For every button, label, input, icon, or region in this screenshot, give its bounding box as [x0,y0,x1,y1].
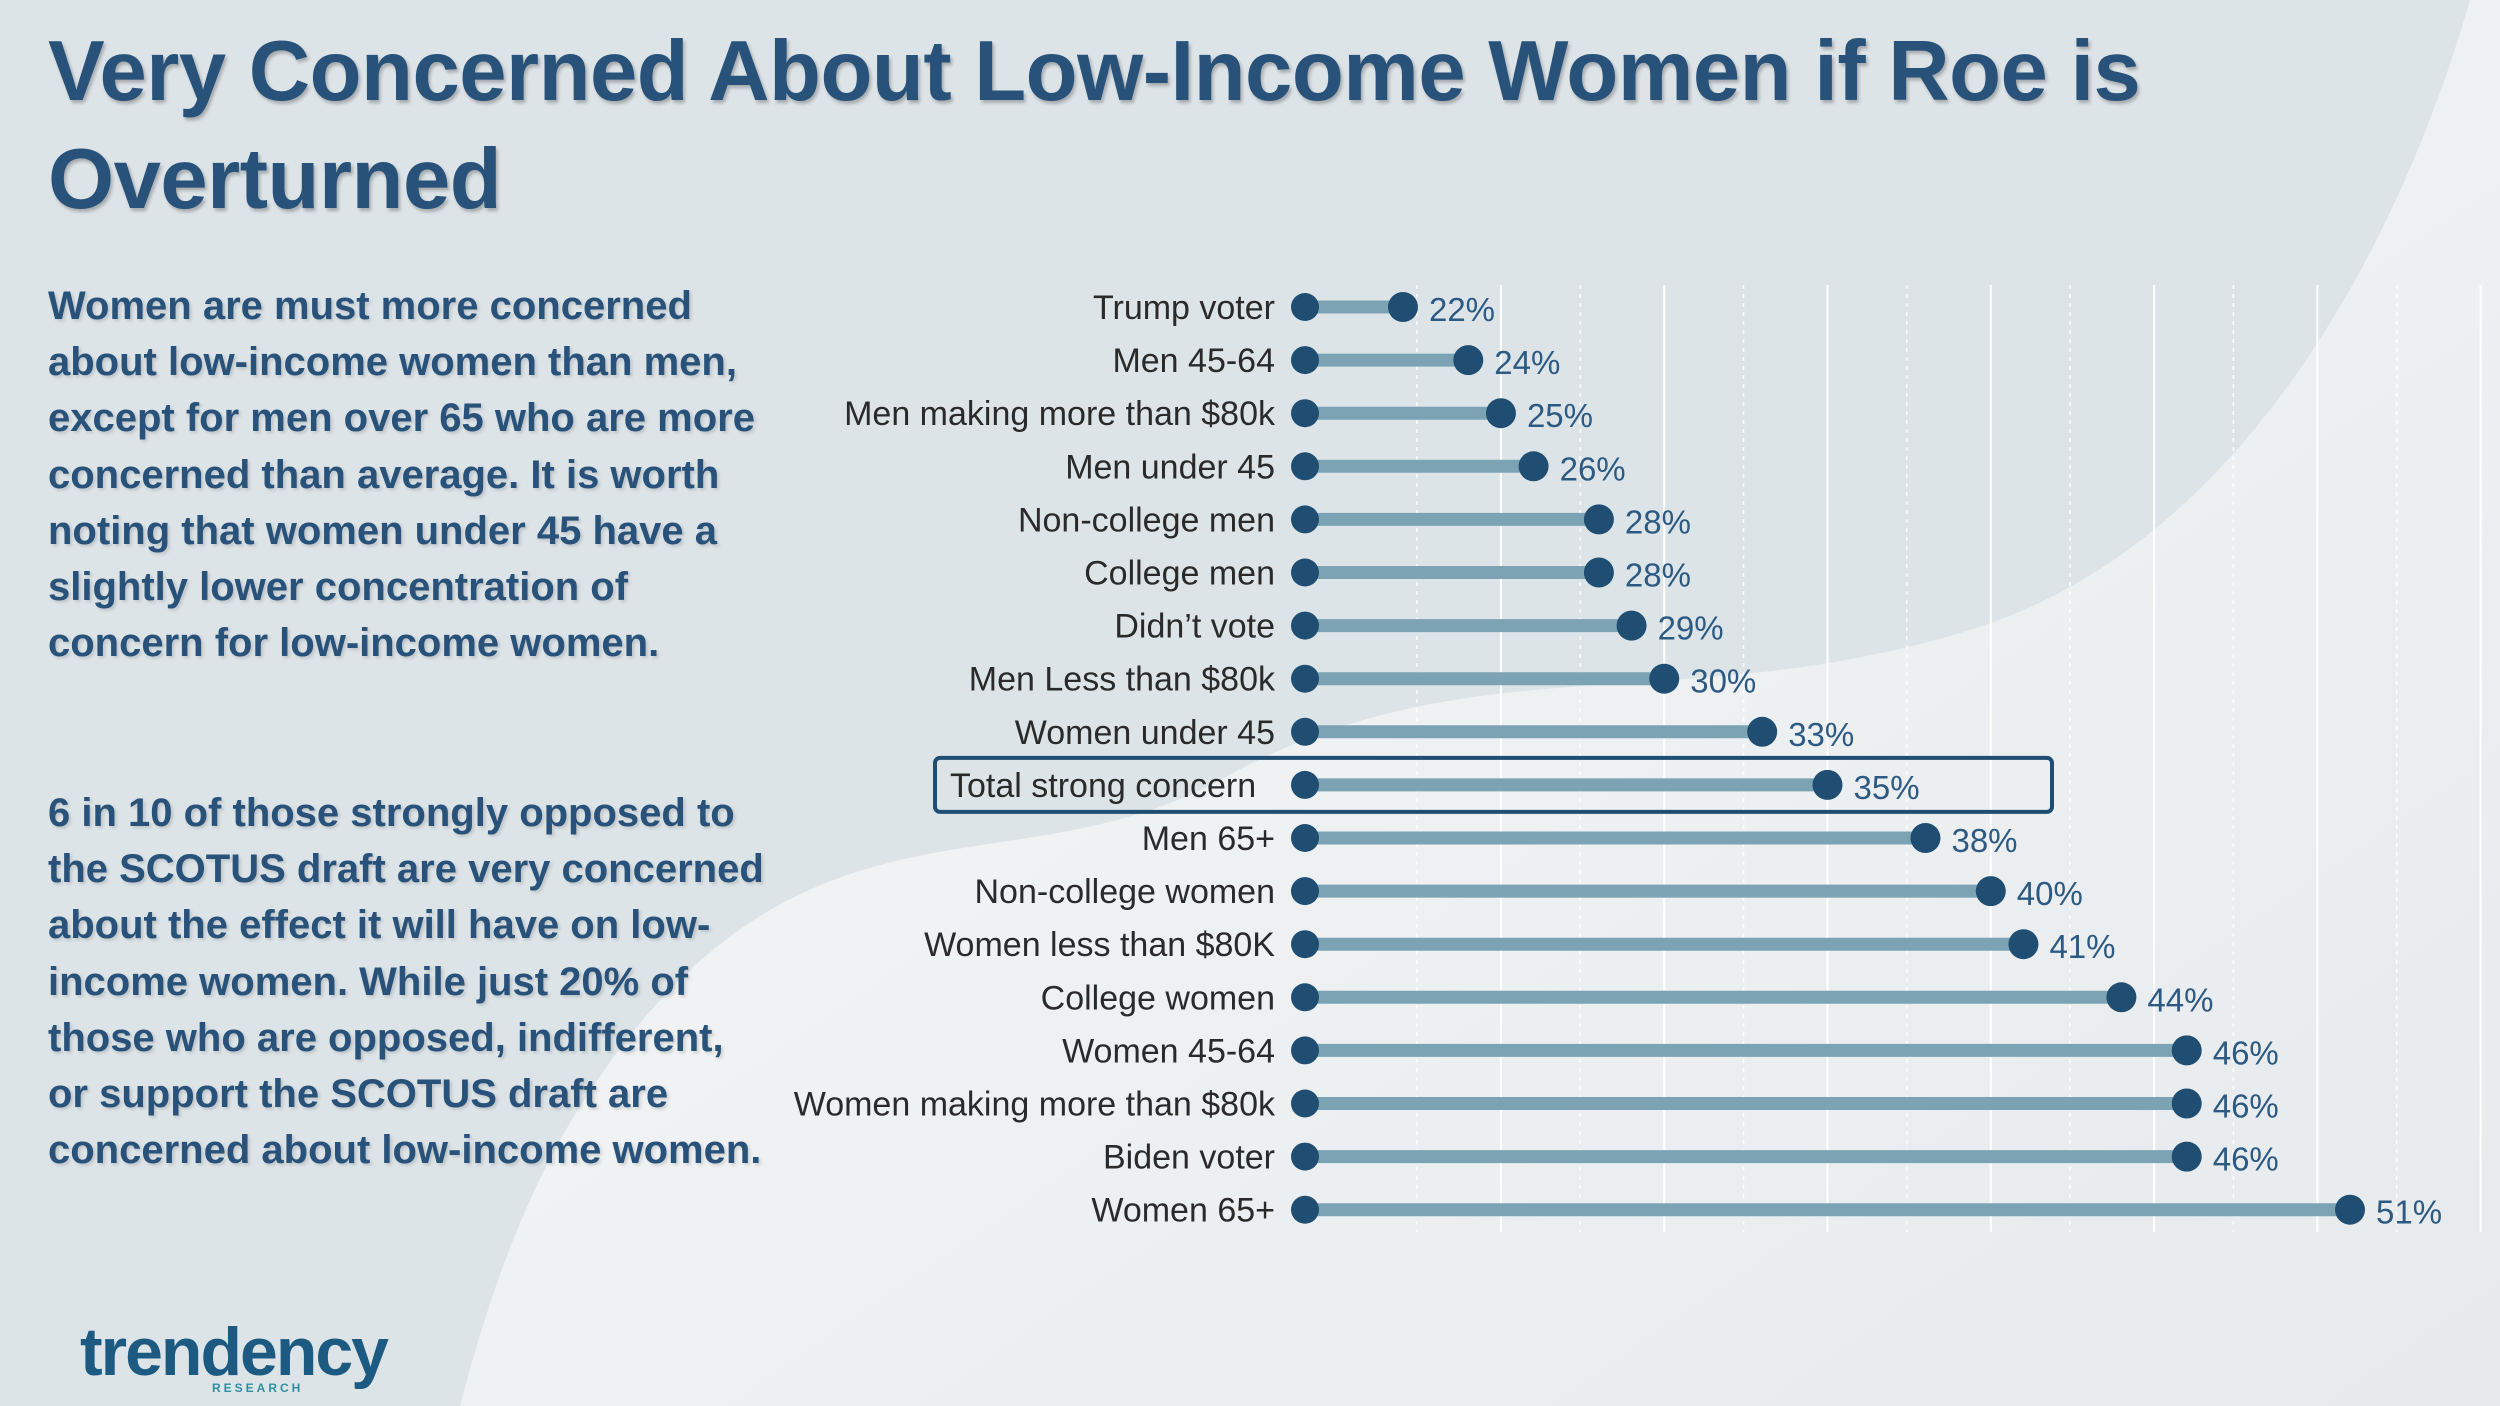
dumbbell-start-dot [1291,717,1319,746]
dumbbell-start-dot [1291,770,1319,799]
value-label: 29% [1658,610,1724,647]
value-label: 25% [1527,397,1593,434]
category-label: Men making more than $80k [844,395,1276,433]
category-label: Men 65+ [1142,820,1275,858]
dumbbell-end-dot [2335,1194,2365,1225]
trendency-logo-subtext: RESEARCH [212,1381,304,1395]
dumbbell-end-dot [2008,929,2039,960]
commentary-paragraph-1: Women are must more concerned about low-… [48,284,755,666]
category-label: Trump voter [1093,289,1275,327]
dumbbell-end-dot [1812,769,1843,800]
value-label: 30% [1690,663,1756,700]
dumbbell-end-dot [1518,451,1549,482]
category-label: Women under 45 [1015,714,1275,752]
dumbbell-start-dot [1291,1195,1319,1224]
dumbbell-start-dot [1291,505,1319,534]
dumbbell-start-dot [1291,824,1319,852]
dumbbell-end-dot [2106,982,2137,1013]
category-label: Women less than $80K [924,926,1275,964]
category-label: Women 65+ [1091,1192,1275,1230]
commentary-paragraph-2: 6 in 10 of those strongly opposed to the… [48,791,764,1173]
dumbbell-start-dot [1291,983,1319,1012]
dumbbell-end-dot [2171,1088,2202,1119]
value-label: 51% [2376,1194,2442,1231]
value-label: 44% [2147,981,2213,1018]
value-label: 46% [2213,1034,2279,1071]
dumbbell-end-dot [1910,823,1941,853]
dumbbell-end-dot [1747,716,1778,747]
dumbbell-start-dot [1291,930,1319,959]
dumbbell-end-dot [2171,1035,2202,1066]
dumbbell-end-dot [1583,557,1614,588]
value-label: 28% [1625,503,1691,540]
page-title: Very Concerned About Low-Income Women if… [48,24,2141,227]
dumbbell-start-dot [1291,346,1319,375]
category-label: Non-college men [1018,501,1275,539]
dumbbell-start-dot [1291,1142,1319,1171]
value-label: 33% [1788,716,1854,753]
category-label: Didn’t vote [1114,608,1275,646]
category-label: Women 45-64 [1062,1032,1275,1070]
dumbbell-end-dot [1583,504,1614,535]
dumbbell-end-dot [1649,663,1680,694]
dumbbell-end-dot [1616,610,1647,641]
dumbbell-start-dot [1291,1089,1319,1118]
value-label: 24% [1494,344,1560,381]
value-label: 46% [2213,1088,2279,1125]
dumbbell-end-dot [1453,345,1484,376]
dumbbell-start-dot [1291,452,1319,481]
category-label: Total strong concern [950,767,1256,805]
category-label: Men 45-64 [1112,342,1275,380]
category-label: Non-college women [975,873,1276,911]
dumbbell-end-dot [1387,292,1418,322]
value-label: 40% [2017,875,2083,912]
category-label: Women making more than $80k [794,1086,1276,1124]
dumbbell-end-dot [1975,876,2006,907]
dumbbell-start-dot [1291,611,1319,640]
category-label: Men under 45 [1065,448,1275,486]
dumbbell-start-dot [1291,1036,1319,1065]
value-label: 38% [1951,822,2017,859]
category-label: Biden voter [1103,1139,1275,1177]
highlight-box [933,755,2054,814]
value-label: 46% [2213,1141,2279,1178]
dumbbell-end-dot [1485,398,1516,429]
category-label: College men [1084,555,1275,593]
category-label: College women [1041,979,1275,1017]
trendency-logo: trendency [80,1314,389,1390]
value-label: 35% [1854,769,1920,806]
value-label: 22% [1429,291,1495,328]
dumbbell-start-dot [1291,399,1319,428]
dumbbell-start-dot [1291,558,1319,587]
category-label: Men Less than $80k [969,661,1276,699]
dumbbell-start-dot [1291,664,1319,693]
value-label: 28% [1625,557,1691,594]
dumbbell-start-dot [1291,293,1319,321]
dumbbell-start-dot [1291,877,1319,906]
value-label: 26% [1560,450,1626,487]
value-label: 41% [2049,928,2115,965]
dumbbell-end-dot [2171,1141,2202,1172]
